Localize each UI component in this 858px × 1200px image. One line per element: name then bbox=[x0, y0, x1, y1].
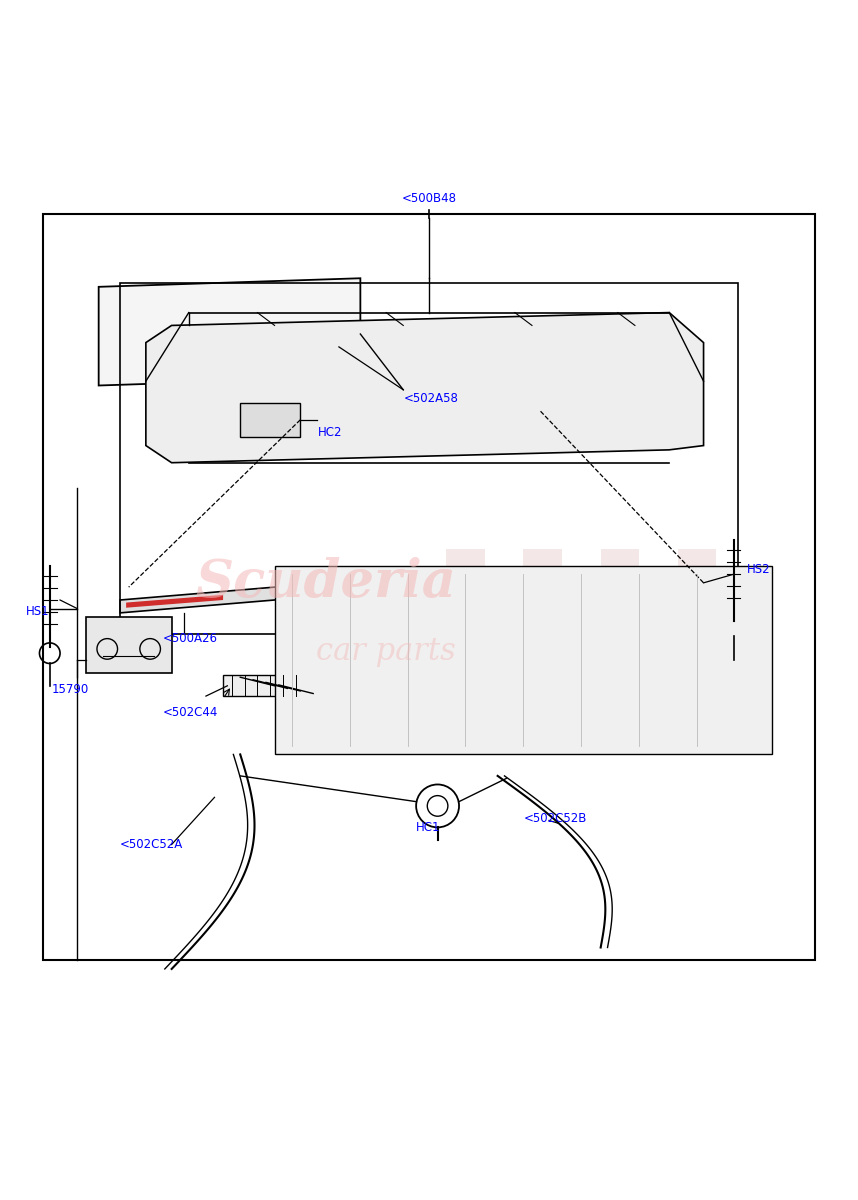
Text: <502A58: <502A58 bbox=[403, 392, 458, 406]
Bar bbox=[523, 548, 562, 583]
Bar bbox=[485, 652, 523, 686]
Bar bbox=[716, 652, 755, 686]
Text: <500B48: <500B48 bbox=[402, 192, 456, 205]
Bar bbox=[716, 583, 755, 617]
Text: HS2: HS2 bbox=[746, 564, 770, 576]
Text: HC1: HC1 bbox=[416, 821, 441, 834]
Bar bbox=[601, 617, 639, 652]
Polygon shape bbox=[99, 278, 360, 385]
Text: <500A26: <500A26 bbox=[163, 631, 218, 644]
Text: HC2: HC2 bbox=[317, 426, 342, 439]
Text: Scuderia: Scuderia bbox=[196, 557, 456, 608]
Text: HS1: HS1 bbox=[26, 605, 50, 618]
Bar bbox=[485, 583, 523, 617]
Bar bbox=[86, 617, 172, 673]
Text: car parts: car parts bbox=[317, 636, 456, 667]
Text: <502C52B: <502C52B bbox=[523, 812, 587, 826]
Bar bbox=[120, 282, 738, 635]
Bar bbox=[639, 583, 678, 617]
Bar bbox=[678, 548, 716, 583]
Bar bbox=[562, 652, 601, 686]
Bar bbox=[275, 565, 772, 755]
Bar bbox=[223, 674, 309, 696]
Text: <502C44: <502C44 bbox=[163, 706, 219, 719]
Bar bbox=[601, 686, 639, 720]
Text: 15790: 15790 bbox=[51, 683, 88, 696]
Bar bbox=[446, 548, 485, 583]
Bar bbox=[240, 403, 300, 437]
Bar bbox=[523, 617, 562, 652]
Bar bbox=[678, 617, 716, 652]
Polygon shape bbox=[146, 312, 704, 463]
Polygon shape bbox=[126, 595, 223, 607]
Bar bbox=[446, 686, 485, 720]
Bar bbox=[523, 686, 562, 720]
Polygon shape bbox=[120, 583, 326, 613]
Bar bbox=[639, 652, 678, 686]
Bar bbox=[678, 686, 716, 720]
Bar bbox=[601, 548, 639, 583]
Bar bbox=[446, 617, 485, 652]
Bar bbox=[562, 583, 601, 617]
Text: <502C52A: <502C52A bbox=[120, 838, 184, 851]
Bar bbox=[43, 214, 815, 960]
